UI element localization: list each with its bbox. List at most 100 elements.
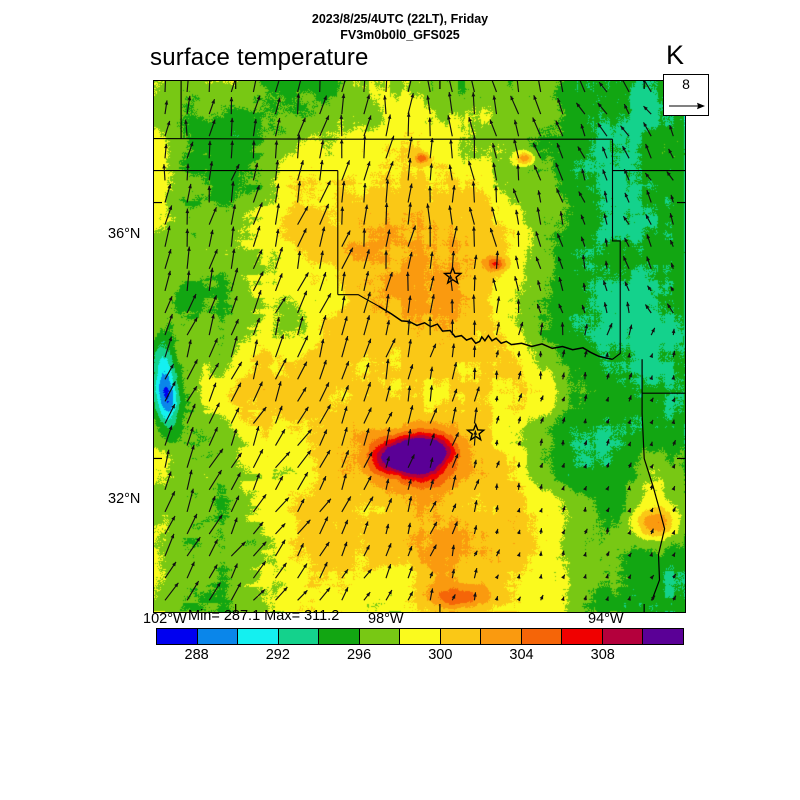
wind-vector-head: [583, 595, 587, 601]
wind-vector-head: [535, 256, 540, 262]
wind-vector: [491, 81, 498, 93]
wind-vector-head: [513, 119, 518, 125]
wind-vector-head: [489, 119, 494, 125]
wind-vector-head: [532, 117, 537, 123]
wind-vector-head: [646, 190, 651, 195]
wind-vector-head: [260, 589, 265, 594]
wind-vector-head: [406, 112, 411, 117]
wind-vector: [319, 81, 321, 93]
wind-vector-head: [583, 440, 588, 445]
wind-vector-head: [452, 503, 456, 509]
wind-vector-head: [326, 404, 331, 410]
model-header: FV3m0b0l0_GFS025: [340, 28, 460, 42]
wind-vector-head: [474, 407, 478, 412]
wind-vector-head: [369, 496, 374, 502]
wind-vector-head: [452, 475, 457, 480]
wind-vector-head: [207, 140, 212, 145]
wind-vector-head: [651, 327, 655, 333]
wind-vector-head: [428, 186, 432, 191]
wind-vector-head: [164, 144, 168, 149]
wind-vector-head: [672, 440, 676, 445]
state-border-tx-la: [641, 359, 666, 601]
wind-vector: [560, 81, 564, 93]
wind-vector-field: [162, 81, 677, 602]
wind-vector-head: [516, 574, 521, 579]
wind-vector-head: [277, 97, 281, 103]
wind-vector-head: [323, 429, 327, 435]
wind-vector-head: [385, 478, 390, 484]
wind-vector-head: [453, 407, 457, 412]
wind-vector-head: [581, 168, 585, 174]
wind-vector-head: [560, 596, 565, 601]
map-plot-area[interactable]: [153, 80, 686, 613]
wind-vector-head: [447, 115, 451, 120]
wind-vector-head: [628, 372, 632, 378]
wind-vector-head: [216, 582, 221, 587]
colorbar-segment-4: [319, 629, 360, 644]
wind-vector: [297, 81, 302, 93]
wind-vector-head: [650, 528, 654, 534]
wind-vector-head: [345, 385, 349, 390]
wind-vector-head: [473, 550, 478, 556]
wind-vector-head: [671, 375, 676, 380]
wind-vector-head: [279, 476, 283, 481]
wind-vector-head: [558, 303, 563, 309]
wind-vector-head: [578, 191, 583, 197]
wind-vector-head: [408, 496, 413, 501]
wind-vector-head: [583, 528, 588, 534]
wind-vector-head: [671, 397, 675, 403]
wind-vector-head: [576, 102, 581, 108]
wind-vector-head: [516, 482, 521, 488]
wind-vector-head: [407, 385, 412, 391]
wind-vector-head: [388, 498, 392, 503]
wind-vector-head: [297, 134, 301, 139]
wind-vector-head: [168, 425, 173, 430]
wind-vector-head: [472, 345, 477, 350]
lat-tick-32n: 32°N: [108, 491, 141, 507]
wind-vector-head: [167, 184, 172, 189]
wind-vector-head: [327, 293, 331, 298]
wind-vector-head: [602, 146, 606, 152]
wind-vector-head: [323, 359, 327, 365]
wind-vector-head: [254, 339, 259, 345]
wind-vector-head: [561, 396, 565, 402]
wind-vector-head: [306, 450, 311, 455]
colorbar-tick-308: 308: [590, 647, 615, 663]
wind-vector-head: [453, 362, 458, 367]
wind-vector-head: [214, 338, 218, 343]
wind-vector-head: [283, 587, 288, 592]
wind-vector-head: [303, 590, 308, 595]
wind-vector-head: [627, 485, 631, 491]
wind-vector-head: [667, 303, 672, 309]
wind-vector-head: [454, 453, 459, 459]
wind-vector-head: [390, 135, 395, 141]
wind-vector-head: [671, 530, 675, 535]
wind-vector-head: [451, 594, 456, 599]
wind-vector-head: [235, 495, 239, 501]
wind-vector-head: [304, 406, 309, 412]
wind-vector-head: [426, 203, 430, 208]
wind-vector-head: [671, 419, 676, 425]
minmax-label: Min= 287.1 Max= 311.2: [188, 608, 340, 624]
wind-vector-head: [300, 498, 305, 504]
wind-vector-head: [517, 440, 521, 446]
wind-vector-head: [605, 352, 609, 357]
wind-vector-head: [429, 385, 434, 390]
wind-vector-head: [432, 544, 437, 550]
wind-vector-head: [409, 405, 414, 410]
wind-vector-head: [277, 118, 281, 123]
colorbar-segment-7: [440, 629, 482, 644]
wind-vector-head: [557, 98, 561, 103]
wind-vector-head: [473, 254, 478, 260]
wind-vector-head: [385, 358, 390, 364]
colorbar-segment-12: [643, 629, 683, 644]
wind-vector-head: [189, 469, 193, 475]
wind-vector-head: [540, 417, 544, 422]
wind-vector-head: [429, 163, 434, 168]
wind-vector-head: [368, 407, 372, 413]
wind-vector-head: [649, 375, 653, 380]
wind-vector-head: [430, 137, 434, 143]
colorbar-segment-1: [197, 629, 239, 644]
wind-vector-head: [214, 249, 218, 254]
wind-vector-head: [193, 386, 197, 391]
